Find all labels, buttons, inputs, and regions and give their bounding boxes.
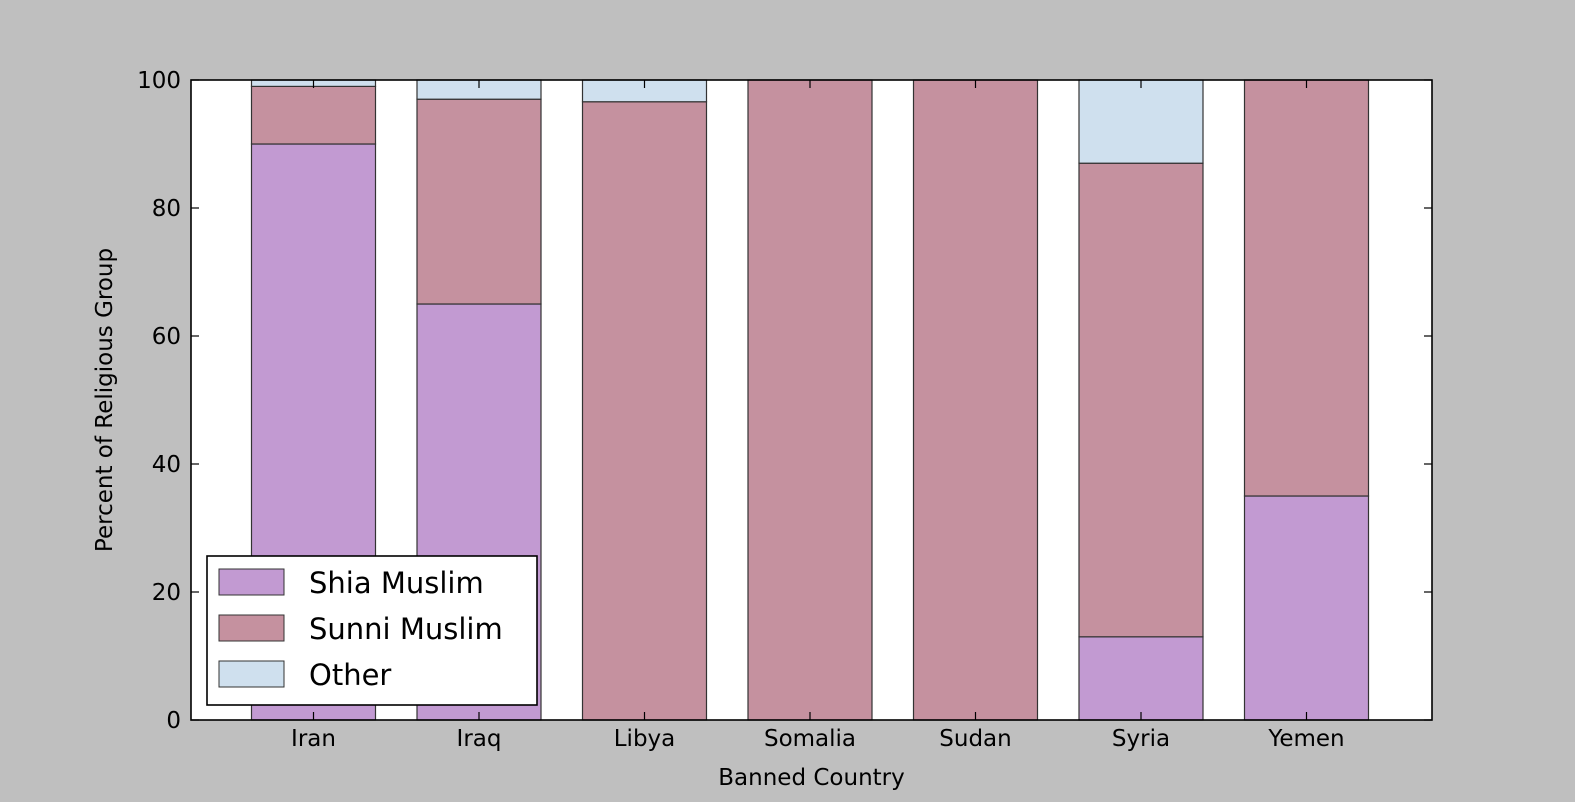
legend-swatch-sunni-muslim: [218, 614, 285, 642]
legend: Shia Muslim Sunni Muslim Other: [206, 555, 538, 706]
bar-yemen-shia-muslim: [1243, 495, 1370, 721]
x-tick-label-iran: Iran: [291, 726, 336, 752]
y-tick-label-0: 0: [166, 708, 181, 734]
legend-swatch-shia-muslim: [218, 568, 285, 596]
bar-syria-other: [1078, 79, 1204, 164]
y-axis-label: Percent of Religious Group: [92, 248, 118, 552]
bar-yemen-sunni-muslim: [1243, 79, 1370, 497]
x-tick-label-iraq: Iraq: [457, 726, 502, 752]
x-tick-label-yemen: Yemen: [1267, 726, 1344, 752]
bar-libya-sunni-muslim: [581, 101, 708, 721]
bar-iraq-sunni-muslim: [416, 98, 542, 305]
y-tick-label-80: 80: [152, 196, 181, 222]
x-tick-label-libya: Libya: [614, 726, 676, 752]
plot-frame: [190, 79, 1433, 721]
legend-label-other: Other: [309, 658, 391, 692]
bar-iran-sunni-muslim: [250, 85, 377, 145]
x-tick-label-somalia: Somalia: [764, 726, 856, 752]
bar-syria-shia-muslim: [1078, 636, 1204, 721]
y-tick-label-60: 60: [152, 324, 181, 350]
x-tick-label-syria: Syria: [1112, 726, 1170, 752]
y-tick-label-20: 20: [152, 580, 181, 606]
y-tick-label-100: 100: [137, 68, 181, 94]
bar-syria-sunni-muslim: [1078, 162, 1204, 638]
bar-sudan-sunni-muslim: [912, 79, 1039, 721]
bar-somalia-sunni-muslim: [747, 79, 873, 721]
bars-layer: [250, 79, 1370, 721]
x-axis-label: Banned Country: [718, 765, 904, 791]
legend-swatch-other: [218, 660, 285, 688]
x-tick-label-sudan: Sudan: [939, 726, 1011, 752]
ticks-layer: Iran Iraq Libya Somalia Sudan Syria Yemen 0 20 40…: [137, 68, 1432, 752]
legend-label-sunni-muslim: Sunni Muslim: [309, 612, 503, 646]
legend-label-shia-muslim: Shia Muslim: [309, 566, 484, 600]
y-tick-label-40: 40: [152, 452, 181, 478]
